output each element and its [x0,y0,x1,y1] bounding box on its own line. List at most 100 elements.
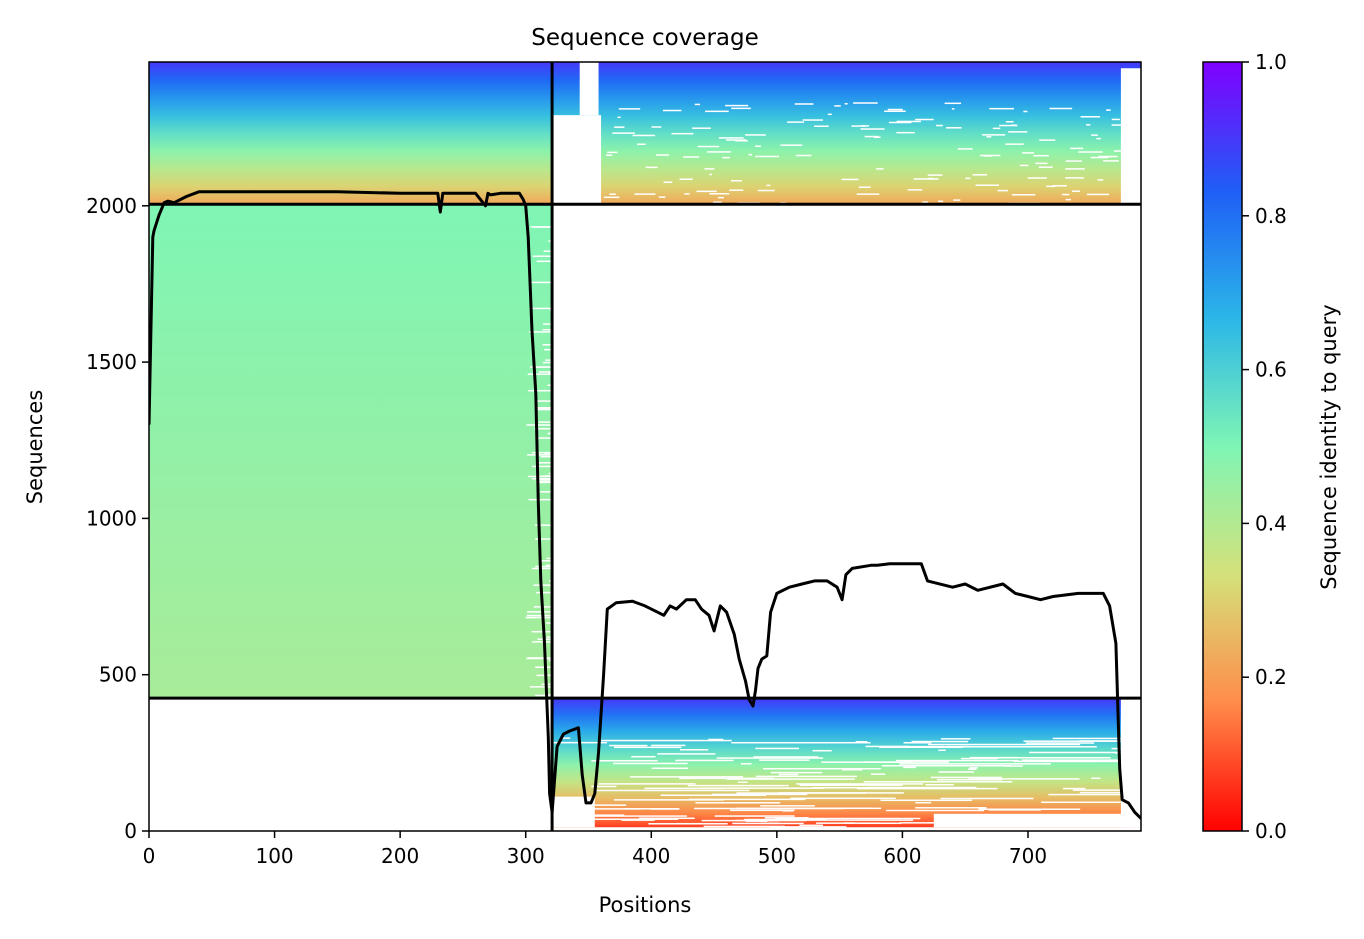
gap-row [696,190,717,193]
gap-row [529,281,553,284]
gap-row [1005,121,1014,123]
gap-row [692,127,711,129]
gap-row [605,154,613,156]
gap-row [913,178,939,180]
gap-row [538,560,553,562]
gap-row [527,611,553,613]
x-tick-label: 300 [507,844,545,868]
gap-row [531,567,553,570]
gap-row [657,753,716,755]
plot-frame [148,61,1142,832]
gap-row [1080,116,1101,118]
gap-row [697,145,720,148]
gap-row [546,622,553,624]
gap-row [812,786,876,789]
gap-row [915,807,987,809]
gap-row [1078,151,1103,153]
gap-region [1120,68,1141,205]
x-tick-label: 500 [758,844,796,868]
gap-region [1120,698,1141,828]
gap-row [645,166,658,169]
gap-row [812,749,832,752]
gap-row [632,134,656,137]
gap-row [787,121,805,123]
gap-row [535,666,553,668]
gap-row [885,809,985,812]
gap-row [609,744,648,747]
gap-row [757,189,775,192]
y-axis-ticks: 0 500 1000 1500 2000 [86,194,149,843]
gap-row [827,113,832,116]
gap-row [607,151,618,154]
gap-row [880,799,973,802]
x-axis-ticks: 0 100 200 300 400 500 600 700 [143,831,1047,868]
gap-row [979,154,1001,157]
gap-row [1091,134,1098,136]
gap-row [538,371,553,373]
y-tick-label: 0 [124,819,137,843]
alignment-gaps [525,62,1141,831]
gap-row [1046,185,1056,188]
gap-row [535,481,553,483]
gap-row [887,108,903,111]
gap-row [940,797,1034,800]
gap-row [1061,193,1070,196]
y-tick-label: 1500 [86,350,137,374]
gap-row [1096,137,1101,140]
gap-row [896,120,921,123]
gap-row [545,564,553,567]
gap-row [856,787,998,790]
gap-row [903,742,932,744]
gap-row [709,173,713,176]
x-axis-label: Positions [599,893,692,917]
plot-area [148,61,1142,832]
gap-region [933,813,1141,828]
gap-row [548,660,553,662]
gap-row [695,802,781,804]
gap-row [938,200,944,203]
gap-row [778,773,799,776]
colorbar-tick-label: 1.0 [1255,50,1287,74]
gap-row [841,178,859,181]
gap-row [856,193,880,195]
gap-row [1025,742,1095,744]
gap-region [579,62,599,116]
gap-row [937,778,1003,781]
gap-row [1011,194,1036,196]
gap-row [542,323,553,325]
gap-row [975,184,999,186]
gap-region [552,115,602,205]
gap-row [731,107,751,110]
gap-row [526,614,553,617]
coverage-line [149,190,1141,820]
gap-row [591,759,658,762]
gap-row [536,400,553,402]
gap-row [716,757,824,759]
gap-row [730,809,795,812]
gap-row [535,565,553,568]
gap-row [1065,168,1085,170]
gap-row [705,110,729,113]
gap-row [753,756,819,758]
gap-row [896,131,915,134]
gap-row [662,109,682,112]
gap-row [755,775,858,778]
gap-row [731,741,871,744]
gap-row [679,178,693,180]
gap-row [549,580,553,582]
gap-row [965,177,971,180]
x-tick-label: 200 [381,844,419,868]
gap-row [536,591,553,594]
gap-row [601,739,732,742]
gap-row [1065,198,1072,201]
gap-row [560,737,571,739]
gap-row [959,746,1097,748]
gap-row [940,738,971,740]
gap-row [915,801,932,804]
colorbar-tick-label: 0.0 [1255,819,1287,843]
x-tick-label: 600 [883,844,921,868]
gap-row [531,451,553,454]
gap-row [546,557,553,560]
gap-row [782,819,914,821]
gap-row [718,137,744,139]
